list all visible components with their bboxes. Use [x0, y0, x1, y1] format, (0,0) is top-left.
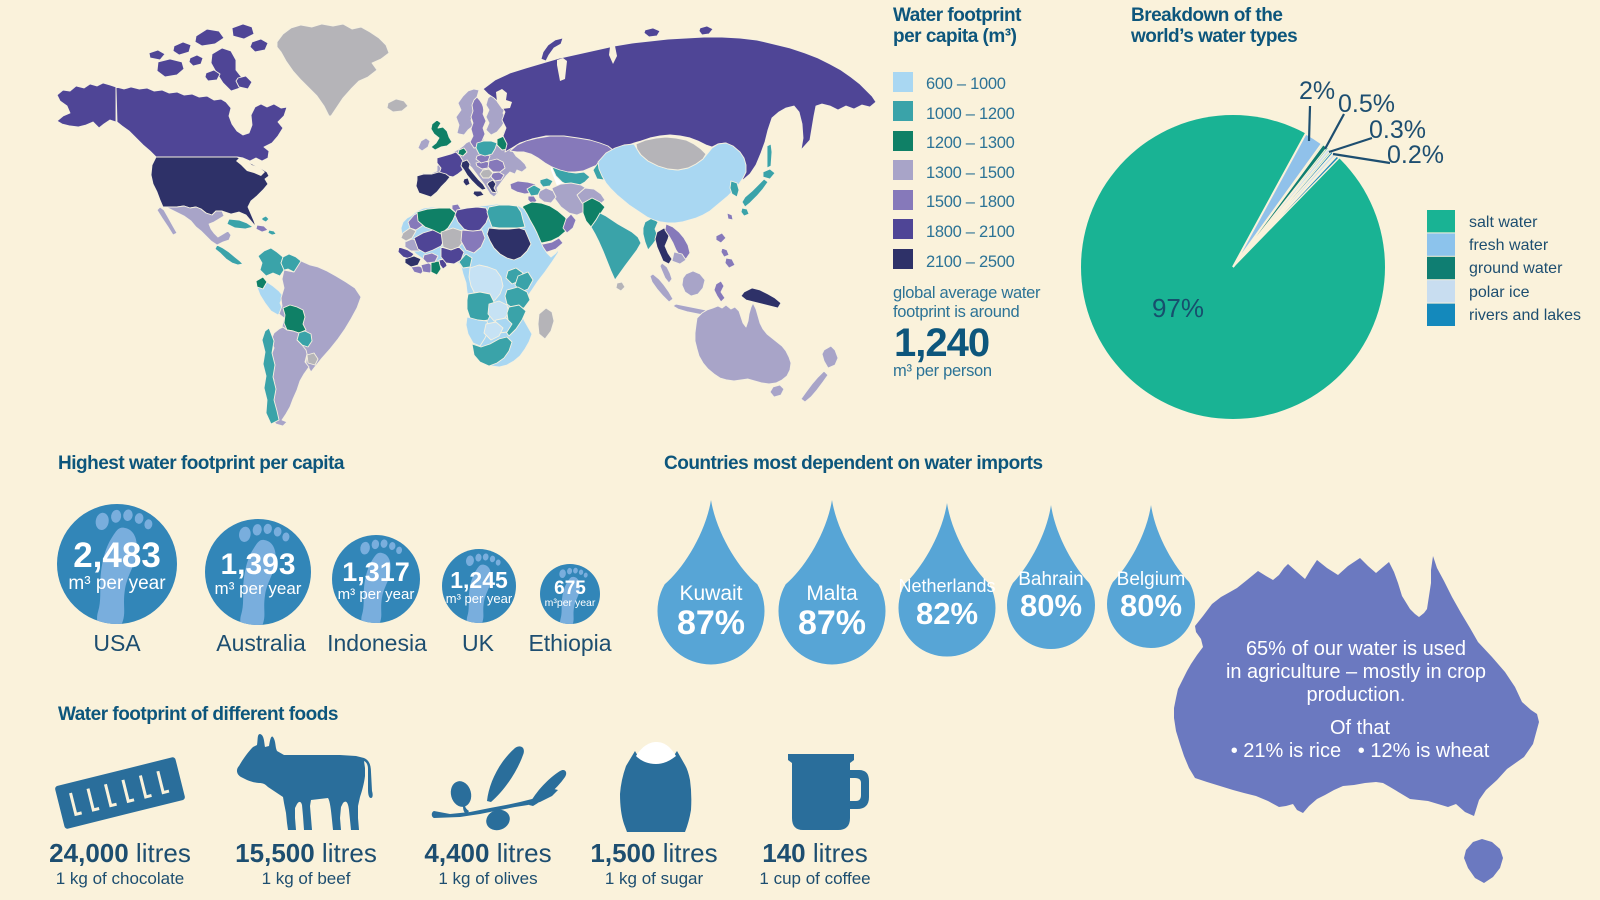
svg-text:24,000 litres: 24,000 litres [49, 838, 191, 868]
svg-text:Kuwait: Kuwait [679, 582, 742, 605]
svg-text:1 kg of sugar: 1 kg of sugar [605, 869, 704, 888]
svg-text:97%: 97% [1152, 293, 1204, 323]
svg-text:USA: USA [93, 630, 141, 656]
svg-text:salt water: salt water [1469, 214, 1538, 231]
svg-text:1 kg of olives: 1 kg of olives [438, 869, 537, 888]
svg-text:15,500 litres: 15,500 litres [235, 838, 377, 868]
svg-text:Ethiopia: Ethiopia [528, 630, 611, 656]
svg-text:140 litres: 140 litres [762, 838, 868, 868]
svg-text:65% of our water is used: 65% of our water is used [1246, 638, 1466, 660]
svg-text:80%: 80% [1120, 588, 1182, 623]
svg-text:Of that: Of that [1330, 717, 1390, 739]
svg-text:Malta: Malta [806, 582, 858, 605]
svg-text:87%: 87% [798, 604, 866, 642]
svg-text:• 21% is rice • 12% is wheat: • 21% is rice • 12% is wheat [1231, 740, 1490, 762]
svg-text:82%: 82% [916, 596, 978, 631]
svg-text:4,400 litres: 4,400 litres [424, 838, 551, 868]
svg-text:1,500 litres: 1,500 litres [590, 838, 717, 868]
svg-text:in agriculture – mostly in cro: in agriculture – mostly in crop [1226, 661, 1486, 683]
svg-text:fresh water: fresh water [1469, 237, 1549, 254]
svg-text:1 kg of beef: 1 kg of beef [262, 869, 351, 888]
svg-text:m³ per year: m³ per year [446, 591, 513, 606]
svg-text:UK: UK [462, 630, 495, 656]
svg-text:1 kg of chocolate: 1 kg of chocolate [56, 869, 185, 888]
svg-text:2,483: 2,483 [73, 536, 161, 575]
svg-text:m³ per year: m³ per year [338, 586, 415, 603]
svg-text:Australia: Australia [216, 630, 306, 656]
svg-text:ground water: ground water [1469, 260, 1563, 277]
svg-text:rivers and lakes: rivers and lakes [1469, 307, 1581, 324]
svg-text:675: 675 [554, 578, 586, 599]
svg-text:Netherlands: Netherlands [898, 576, 995, 596]
svg-text:production.: production. [1307, 684, 1406, 706]
svg-text:1,245: 1,245 [450, 567, 508, 593]
svg-text:polar ice: polar ice [1469, 284, 1530, 301]
svg-text:0.3%: 0.3% [1369, 116, 1426, 144]
svg-text:Belgium: Belgium [1117, 569, 1186, 590]
svg-text:Indonesia: Indonesia [327, 630, 427, 656]
svg-text:m³per year: m³per year [545, 597, 596, 609]
svg-text:0.2%: 0.2% [1387, 141, 1444, 169]
svg-text:80%: 80% [1020, 588, 1082, 623]
svg-text:m³ per year: m³ per year [68, 573, 166, 594]
svg-text:2%: 2% [1299, 77, 1335, 105]
svg-text:1 cup of coffee: 1 cup of coffee [759, 869, 870, 888]
svg-text:1,317: 1,317 [342, 557, 410, 587]
svg-text:87%: 87% [677, 604, 745, 642]
svg-text:Bahrain: Bahrain [1018, 569, 1084, 590]
svg-text:0.5%: 0.5% [1338, 90, 1395, 118]
svg-text:m³ per year: m³ per year [215, 579, 302, 598]
svg-text:1,393: 1,393 [220, 548, 295, 581]
